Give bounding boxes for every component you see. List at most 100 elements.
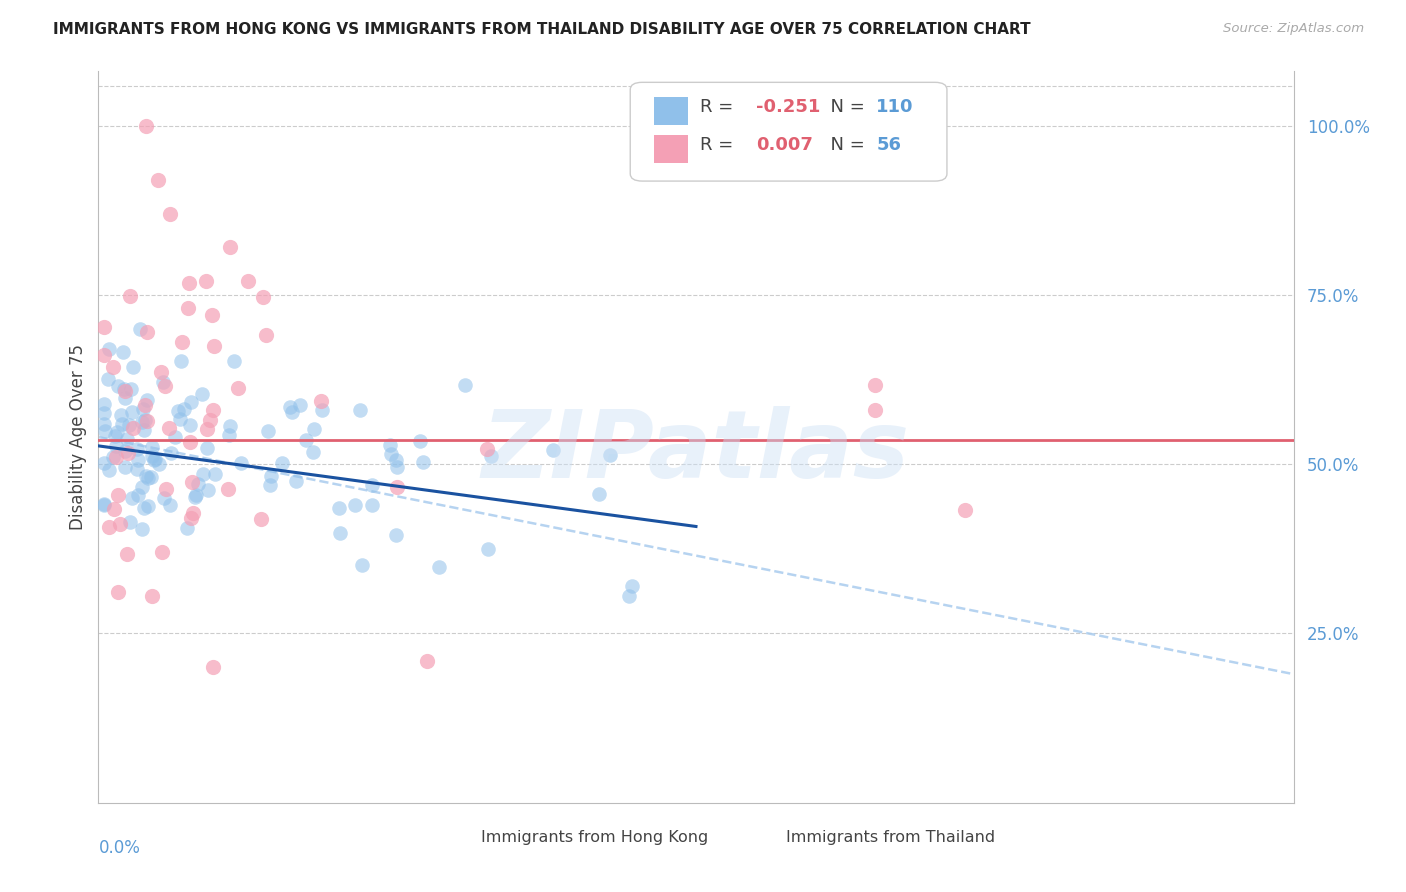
Point <box>217 482 239 496</box>
Text: ZIPatlas: ZIPatlas <box>482 406 910 498</box>
Point <box>176 521 198 535</box>
Point <box>135 119 157 133</box>
Point <box>170 353 193 368</box>
Point <box>148 457 170 471</box>
Point <box>107 488 129 502</box>
Point <box>165 430 187 444</box>
FancyBboxPatch shape <box>630 82 948 181</box>
FancyBboxPatch shape <box>749 829 776 850</box>
Point <box>409 434 432 449</box>
Point <box>104 439 127 453</box>
Point <box>219 240 242 254</box>
Point <box>131 522 153 536</box>
Point <box>125 442 148 456</box>
Point <box>260 469 283 483</box>
Point <box>181 475 204 490</box>
Point <box>136 414 159 428</box>
Point <box>93 397 115 411</box>
Point <box>385 480 409 494</box>
Point <box>104 429 127 443</box>
Text: Immigrants from Hong Kong: Immigrants from Hong Kong <box>481 830 709 846</box>
Point <box>599 448 621 462</box>
Point <box>620 579 643 593</box>
Point <box>236 274 259 288</box>
Point <box>117 418 139 433</box>
Point <box>193 467 215 482</box>
Point <box>103 360 125 375</box>
Point <box>127 488 149 502</box>
Point <box>93 406 115 420</box>
Point <box>271 456 294 470</box>
Point <box>953 503 976 517</box>
Point <box>218 428 240 442</box>
Point <box>121 360 143 375</box>
Point <box>226 381 249 395</box>
Point <box>195 422 218 436</box>
Point <box>132 401 155 416</box>
Point <box>328 501 350 516</box>
Point <box>94 424 117 438</box>
Point <box>121 405 143 419</box>
Point <box>122 421 145 435</box>
FancyBboxPatch shape <box>654 135 688 163</box>
Text: IMMIGRANTS FROM HONG KONG VS IMMIGRANTS FROM THAILAND DISABILITY AGE OVER 75 COR: IMMIGRANTS FROM HONG KONG VS IMMIGRANTS … <box>53 22 1031 37</box>
Point <box>150 545 173 559</box>
Point <box>136 471 159 485</box>
Point <box>229 456 252 470</box>
Point <box>117 446 139 460</box>
Point <box>179 435 201 450</box>
Point <box>120 382 142 396</box>
Point <box>184 488 207 502</box>
Text: Immigrants from Thailand: Immigrants from Thailand <box>786 830 994 846</box>
Point <box>169 411 191 425</box>
Point <box>284 474 307 488</box>
Point <box>107 379 129 393</box>
Point <box>152 375 174 389</box>
Text: 56: 56 <box>876 136 901 153</box>
Point <box>166 404 188 418</box>
Point <box>134 500 156 515</box>
Point <box>134 398 156 412</box>
Point <box>865 403 887 417</box>
Point <box>387 460 409 475</box>
Point <box>142 453 165 467</box>
Point <box>378 438 401 452</box>
Point <box>201 660 224 674</box>
Point <box>93 498 115 512</box>
Point <box>148 172 170 186</box>
Point <box>110 408 132 422</box>
Point <box>180 511 202 525</box>
Point <box>191 386 214 401</box>
Point <box>115 547 138 561</box>
Point <box>349 402 371 417</box>
Point <box>128 322 150 336</box>
FancyBboxPatch shape <box>446 829 471 850</box>
Point <box>187 477 209 491</box>
Point <box>114 391 136 405</box>
Point <box>343 498 366 512</box>
Point <box>173 402 195 417</box>
Point <box>475 442 498 457</box>
Point <box>121 491 143 506</box>
Point <box>865 378 887 392</box>
Point <box>114 384 136 398</box>
Point <box>172 335 194 350</box>
Point <box>135 468 157 483</box>
Text: N =: N = <box>820 136 870 153</box>
Point <box>93 348 115 362</box>
Point <box>153 378 176 392</box>
Point <box>114 460 136 475</box>
Point <box>588 487 610 501</box>
Point <box>136 499 159 513</box>
Point <box>329 525 352 540</box>
Point <box>204 467 226 481</box>
Point <box>97 342 120 356</box>
Point <box>361 498 384 512</box>
Point <box>180 395 202 409</box>
Point <box>427 559 450 574</box>
Point <box>110 516 132 531</box>
Point <box>159 206 181 220</box>
Point <box>145 451 167 466</box>
Point <box>198 413 221 427</box>
Point <box>361 478 384 492</box>
